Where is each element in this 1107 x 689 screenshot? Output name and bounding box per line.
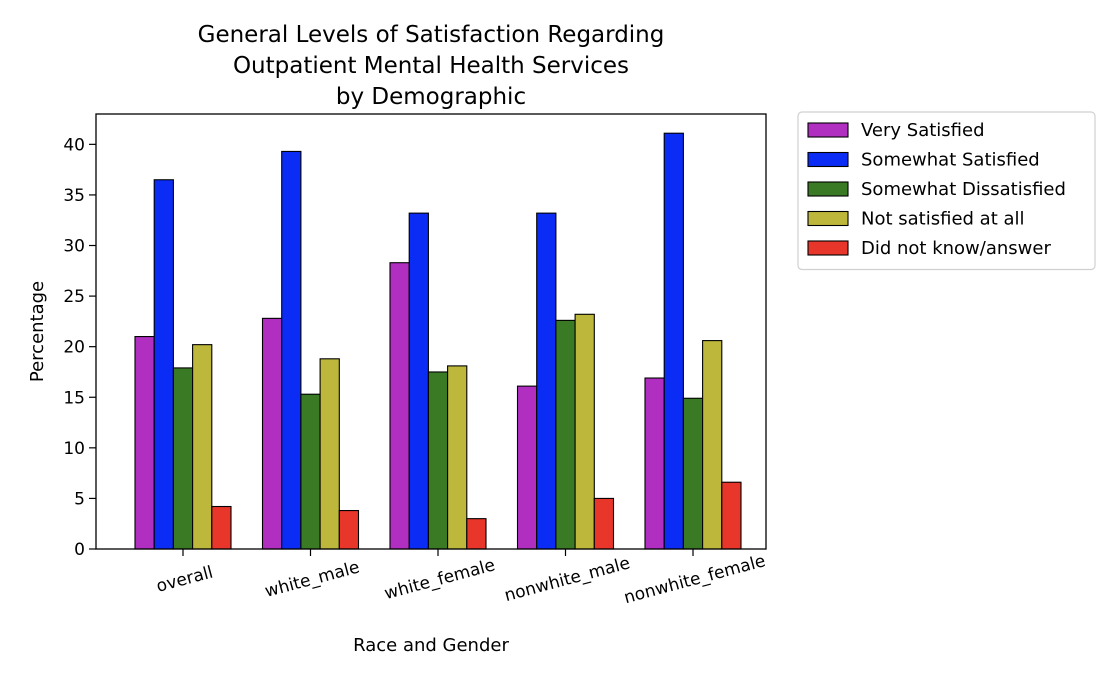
y-tick-label: 20: [63, 338, 85, 358]
bar: [319, 358, 340, 550]
bar: [663, 132, 684, 550]
x-tick-label: white_male: [263, 557, 362, 601]
plot-frame: [95, 113, 767, 550]
legend-label: Not satisfied at all: [861, 209, 1025, 230]
chart-title-line: by Demographic: [336, 84, 526, 110]
bar: [408, 212, 429, 550]
y-axis-label: Percentage: [27, 281, 48, 382]
chart-title-line: General Levels of Satisfaction Regarding: [198, 22, 665, 48]
y-tick-label: 10: [63, 439, 85, 459]
bar: [593, 497, 615, 550]
bar: [555, 319, 576, 550]
x-axis-label: Race and Gender: [353, 635, 509, 656]
x-tick-label: nonwhite_female: [622, 551, 768, 608]
chart-title-line: Outpatient Mental Health Services: [233, 53, 629, 79]
legend-swatch: [807, 122, 849, 138]
legend-swatch: [807, 210, 849, 227]
y-tick-label: 25: [63, 287, 85, 307]
y-tick-label: 30: [63, 237, 85, 257]
legend-label: Somewhat Satisfied: [861, 150, 1040, 171]
bar: [466, 518, 487, 550]
bar: [721, 481, 742, 550]
bar: [134, 336, 155, 550]
bar: [574, 313, 595, 550]
legend-label: Somewhat Dissatisfied: [861, 179, 1066, 200]
bar: [211, 505, 232, 550]
legend: Very Satisfied Somewhat Satisfied Somewhat…: [797, 111, 1096, 271]
legend-swatch: [807, 181, 849, 197]
legend-swatch: [807, 240, 849, 256]
bar: [172, 367, 194, 550]
bar: [261, 317, 283, 550]
bar: [516, 385, 538, 550]
y-tick-label: 15: [63, 388, 85, 408]
legend-label: Very Satisfied: [861, 120, 985, 141]
bar: [338, 510, 360, 550]
y-tick-label: 35: [63, 186, 85, 206]
bar: [682, 397, 704, 550]
legend-swatch: [807, 151, 849, 168]
legend-box: [797, 111, 1096, 271]
y-tick-label: 40: [63, 135, 85, 155]
bar: [192, 344, 213, 550]
bars: [134, 132, 742, 550]
x-axis: overall white_male white_female nonwhite_ma…: [154, 549, 768, 608]
bar: [447, 365, 468, 550]
x-tick-label: nonwhite_male: [502, 553, 632, 606]
y-tick-label: 5: [74, 489, 85, 509]
bar: [281, 150, 302, 550]
bar: [427, 371, 449, 550]
bar: [153, 179, 174, 550]
bar: [644, 377, 665, 550]
x-tick-label: white_female: [382, 555, 497, 604]
chart-title: General Levels of Satisfaction Regarding…: [198, 22, 665, 110]
y-tick-label: 0: [74, 540, 85, 560]
bar: [300, 393, 321, 550]
bar: [536, 212, 557, 550]
bar: [389, 262, 410, 550]
y-axis: 0 5 10 15 20 25 30 35 40: [63, 135, 96, 560]
legend-label: Did not know/answer: [861, 238, 1051, 259]
x-tick-label: overall: [154, 563, 215, 597]
bar: [702, 340, 723, 550]
